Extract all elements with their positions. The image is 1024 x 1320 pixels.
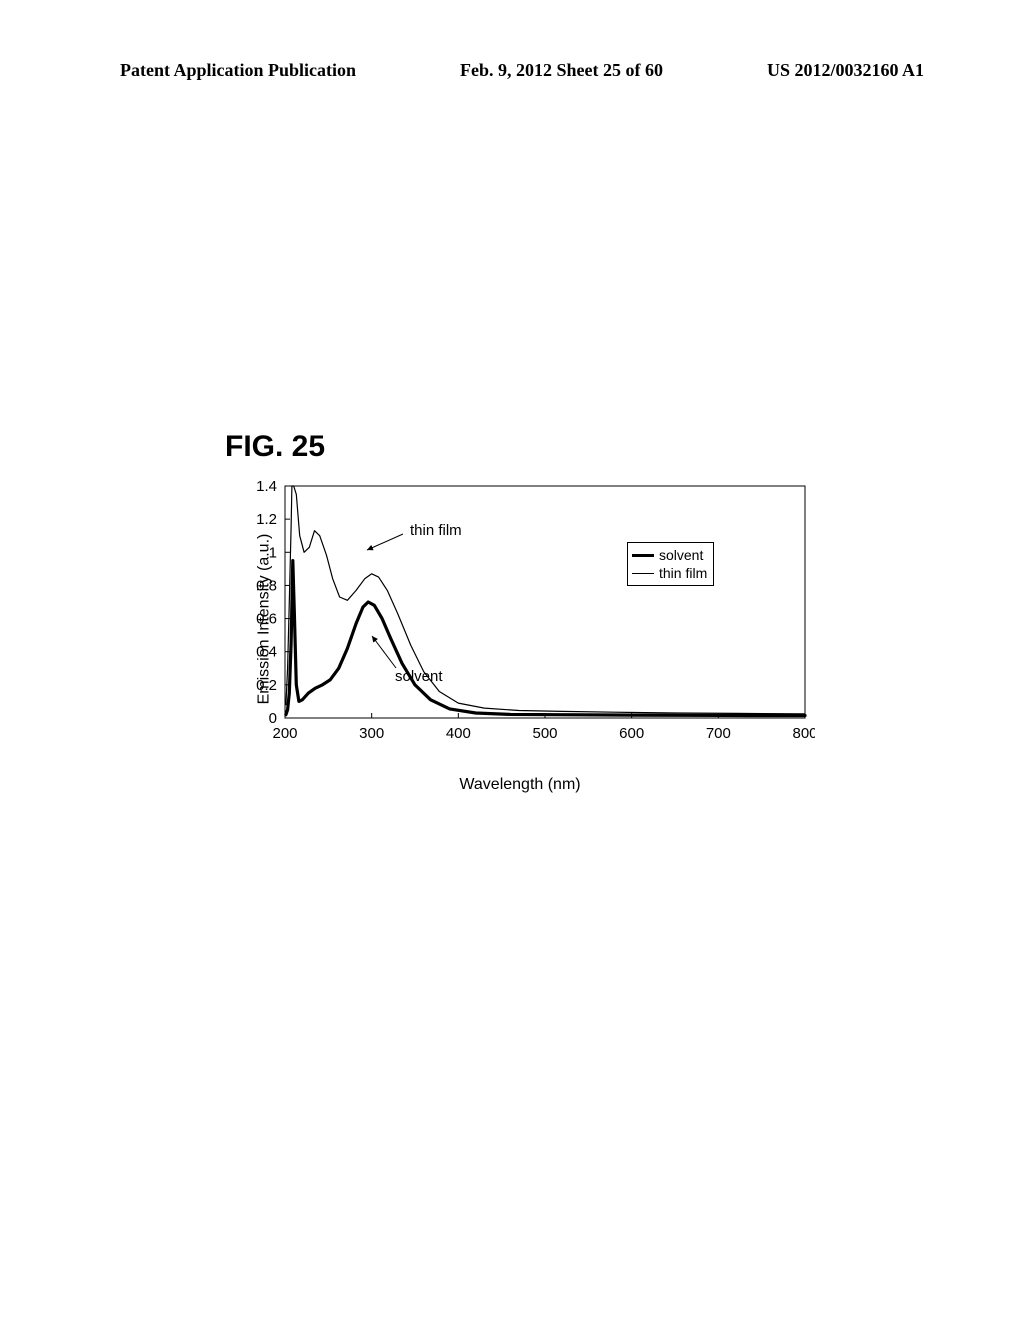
page-header: Patent Application Publication Feb. 9, 2… (0, 60, 1024, 81)
chart-annotation: solvent (395, 668, 443, 685)
legend-item-thin-film: thin film (632, 564, 707, 582)
legend-swatch-solvent (632, 554, 654, 557)
chart-container: 20030040050060070080000.20.40.60.811.21.… (225, 478, 815, 760)
chart-annotation: thin film (410, 522, 462, 539)
y-axis-label: Emission Intensity (a.u.) (255, 534, 273, 705)
legend-label: thin film (659, 564, 707, 582)
svg-text:0: 0 (269, 710, 277, 727)
x-axis-label: Wavelength (nm) (459, 776, 580, 794)
header-center: Feb. 9, 2012 Sheet 25 of 60 (460, 60, 663, 81)
chart-legend: solvent thin film (627, 542, 714, 586)
legend-swatch-thin-film (632, 573, 654, 574)
svg-text:800: 800 (792, 725, 815, 742)
svg-text:400: 400 (446, 725, 471, 742)
svg-text:1.4: 1.4 (256, 478, 277, 495)
svg-text:500: 500 (532, 725, 557, 742)
figure-label: FIG. 25 (225, 430, 325, 464)
svg-text:1.2: 1.2 (256, 511, 277, 528)
emission-chart: 20030040050060070080000.20.40.60.811.21.… (225, 478, 815, 760)
svg-text:200: 200 (272, 725, 297, 742)
svg-text:700: 700 (706, 725, 731, 742)
header-left: Patent Application Publication (120, 60, 356, 81)
svg-text:300: 300 (359, 725, 384, 742)
header-right: US 2012/0032160 A1 (767, 60, 924, 81)
svg-text:600: 600 (619, 725, 644, 742)
legend-label: solvent (659, 546, 703, 564)
legend-item-solvent: solvent (632, 546, 707, 564)
